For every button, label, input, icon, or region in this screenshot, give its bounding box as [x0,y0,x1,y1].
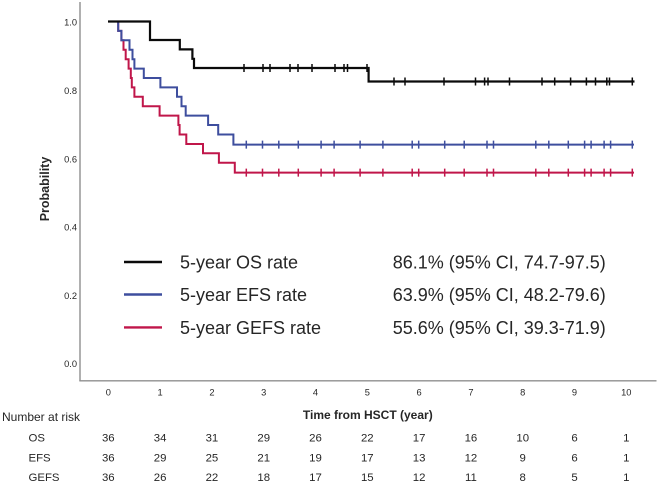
svg-text:0.4: 0.4 [64,223,77,233]
svg-text:0.8: 0.8 [64,86,77,96]
svg-text:6: 6 [571,452,577,464]
svg-text:36: 36 [102,472,115,484]
svg-text:6: 6 [417,387,422,397]
svg-text:6: 6 [571,433,577,445]
svg-text:16: 16 [465,433,478,445]
svg-text:10: 10 [516,433,529,445]
svg-text:29: 29 [257,433,270,445]
svg-text:0: 0 [106,387,111,397]
svg-text:5: 5 [571,472,577,484]
svg-text:86.1% (95% CI, 74.7-97.5): 86.1% (95% CI, 74.7-97.5) [393,253,606,273]
svg-text:31: 31 [206,433,219,445]
svg-text:1: 1 [623,472,629,484]
svg-text:8: 8 [520,472,526,484]
svg-text:17: 17 [413,433,426,445]
svg-text:0.2: 0.2 [64,291,77,301]
svg-text:36: 36 [102,433,115,445]
svg-text:18: 18 [257,472,270,484]
svg-text:22: 22 [361,433,374,445]
svg-text:11: 11 [465,472,477,484]
svg-text:EFS: EFS [29,452,52,464]
svg-text:1: 1 [158,387,163,397]
svg-text:9: 9 [520,452,526,464]
svg-text:29: 29 [154,452,167,464]
svg-text:22: 22 [206,472,219,484]
svg-text:3: 3 [261,387,266,397]
svg-text:7: 7 [468,387,473,397]
svg-text:63.9% (95% CI, 48.2-79.6): 63.9% (95% CI, 48.2-79.6) [393,285,606,305]
svg-text:4: 4 [313,387,318,397]
svg-text:17: 17 [309,472,322,484]
svg-text:0.0: 0.0 [64,359,77,369]
svg-text:21: 21 [257,452,270,464]
svg-text:5-year EFS rate: 5-year EFS rate [180,285,307,305]
svg-text:34: 34 [154,433,167,445]
svg-text:5-year OS rate: 5-year OS rate [180,253,298,273]
svg-text:15: 15 [361,472,374,484]
svg-text:26: 26 [154,472,167,484]
svg-text:5-year GEFS rate: 5-year GEFS rate [180,318,321,338]
svg-text:Number at risk: Number at risk [2,410,81,424]
svg-text:8: 8 [520,387,525,397]
svg-text:0.6: 0.6 [64,154,77,164]
svg-text:10: 10 [621,387,631,397]
svg-text:Probability: Probability [38,157,52,222]
svg-text:GEFS: GEFS [29,472,60,484]
svg-text:OS: OS [29,433,46,445]
svg-text:17: 17 [361,452,374,464]
svg-text:12: 12 [465,452,478,464]
svg-text:25: 25 [206,452,219,464]
svg-text:1.0: 1.0 [64,18,77,28]
svg-text:12: 12 [413,472,426,484]
svg-text:1: 1 [623,433,629,445]
svg-text:1: 1 [623,452,629,464]
svg-text:26: 26 [309,433,322,445]
svg-text:9: 9 [572,387,577,397]
svg-text:55.6% (95% CI, 39.3-71.9): 55.6% (95% CI, 39.3-71.9) [393,318,606,338]
svg-text:Time from HSCT (year): Time from HSCT (year) [303,408,433,422]
svg-text:19: 19 [309,452,322,464]
svg-text:13: 13 [413,452,426,464]
svg-text:5: 5 [365,387,370,397]
svg-text:2: 2 [209,387,214,397]
svg-text:36: 36 [102,452,115,464]
